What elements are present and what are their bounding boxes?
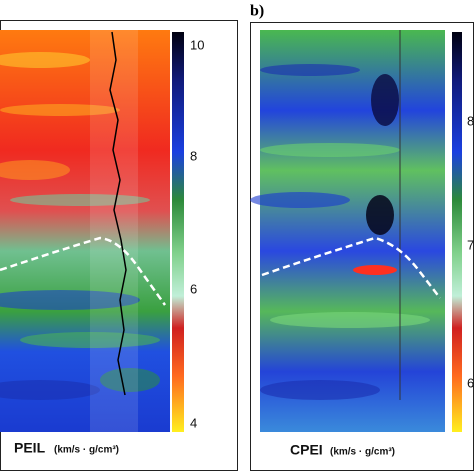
caption-units: (km/s · g/cm³) bbox=[330, 447, 395, 458]
colorbar-tick: 7 bbox=[467, 237, 474, 252]
texture bbox=[250, 64, 430, 400]
colorbar-tick: 6 bbox=[467, 375, 474, 390]
colorbar bbox=[452, 32, 462, 432]
anomaly bbox=[366, 195, 394, 235]
well-strip bbox=[90, 30, 138, 432]
anomaly bbox=[371, 74, 399, 126]
colorbar-tick: 4 bbox=[190, 415, 197, 430]
colorbar-tick: 6 bbox=[190, 281, 197, 296]
seismic-image bbox=[0, 30, 170, 432]
horizon bbox=[0, 236, 167, 306]
colorbar bbox=[172, 32, 184, 432]
colorbar-tick: 10 bbox=[190, 37, 204, 52]
caption-label: CPEI bbox=[290, 442, 323, 458]
texture bbox=[0, 52, 160, 400]
caption-units: (km/s · g/cm³) bbox=[54, 445, 119, 456]
seismic-image bbox=[260, 30, 445, 432]
colorbar-tick: 8 bbox=[190, 148, 197, 163]
caption-label: PEIL bbox=[14, 440, 46, 456]
anomaly bbox=[353, 265, 397, 275]
panel-label: b) bbox=[250, 3, 264, 20]
colorbar-tick: 8 bbox=[467, 113, 474, 128]
well-log bbox=[109, 31, 127, 396]
horizon bbox=[261, 236, 441, 299]
